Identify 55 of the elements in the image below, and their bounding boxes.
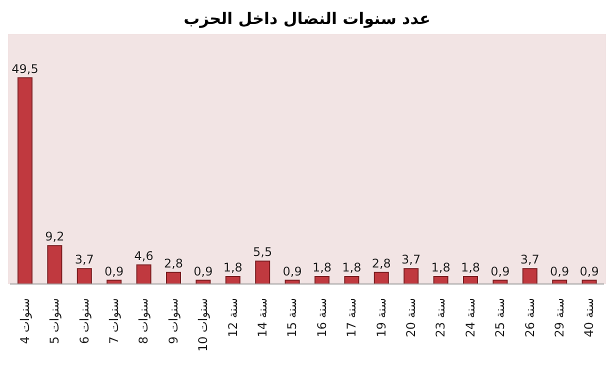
x-tick-label: 9 سنوات: [166, 298, 180, 344]
data-label: 49,5: [12, 62, 38, 76]
x-tick-label: 7 سنوات: [106, 298, 121, 344]
x-tick-label: 19 سنة: [374, 298, 388, 338]
data-label: 0,9: [580, 264, 599, 278]
x-tick-label: 40 سنة: [582, 298, 596, 338]
bar: [255, 260, 270, 284]
data-label: 2,8: [372, 256, 391, 270]
bar: [314, 276, 330, 284]
x-tick-label: 17 سنة: [344, 298, 359, 338]
x-tick-label: 14 سنة: [255, 298, 270, 338]
data-label: 0,9: [194, 264, 213, 278]
bar: [166, 272, 181, 284]
bar: [463, 276, 478, 284]
x-tick-label: 15 سنة: [285, 298, 300, 338]
data-label: 1,8: [342, 260, 362, 274]
bar: [404, 268, 419, 284]
chart-title: عدد سنوات النضال داخل الحزب: [182, 8, 432, 30]
x-tick-label: 10 سنوات: [196, 298, 210, 352]
bar: [344, 276, 360, 284]
data-label: 0,9: [550, 264, 570, 278]
data-label: 9,2: [45, 230, 64, 244]
x-tick-label: 12 سنة: [226, 298, 240, 338]
data-label: 2,8: [164, 256, 184, 270]
bar: [136, 264, 152, 284]
x-tick-label: 25 سنة: [493, 298, 508, 338]
x-tick-label: 26 سنة: [522, 298, 537, 338]
x-tick-label: 23 سنة: [434, 298, 448, 338]
data-label: 4,6: [134, 248, 154, 263]
x-tick-label: 24 سنة: [463, 298, 478, 338]
x-tick-label: 20 سنة: [404, 298, 418, 338]
x-tick-label: 5 سنوات: [48, 298, 62, 344]
bar: [76, 268, 92, 284]
data-label: 1,8: [431, 260, 450, 274]
data-label: 0,9: [490, 264, 510, 278]
x-tick-label: 4 سنوات: [18, 298, 32, 344]
bar: [18, 77, 32, 284]
x-tick-label: 29 سنة: [552, 298, 566, 338]
x-tick-label: 16 سنة: [314, 298, 329, 338]
bar: [522, 268, 538, 284]
data-label: 3,7: [520, 252, 540, 267]
data-label: 5,5: [253, 245, 272, 260]
bar: [225, 276, 240, 284]
data-label: 0,9: [282, 264, 302, 278]
bar: [374, 272, 389, 284]
x-tick-label: 6 سنوات: [77, 298, 92, 344]
bar: [433, 276, 448, 284]
x-tick-label: 8 سنوات: [136, 298, 151, 344]
data-label: 1,8: [223, 260, 242, 274]
data-label: 3,7: [402, 252, 421, 267]
data-label: 1,8: [460, 260, 480, 274]
data-label: 1,8: [312, 260, 332, 274]
bar: [47, 245, 62, 284]
data-label: 0,9: [104, 264, 124, 278]
data-label: 3,7: [74, 252, 94, 267]
